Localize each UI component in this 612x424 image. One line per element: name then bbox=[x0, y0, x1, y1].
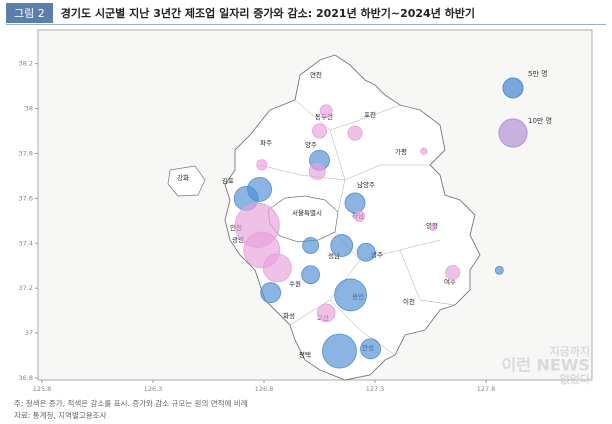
bubble bbox=[260, 282, 282, 304]
province-outline bbox=[224, 54, 481, 381]
y-tick-label: 37 bbox=[25, 329, 33, 337]
y-tick-label: 37.6 bbox=[19, 194, 33, 202]
bubble bbox=[312, 123, 327, 139]
figure-label: 그림 2 bbox=[6, 3, 53, 23]
bubble bbox=[256, 159, 268, 171]
place-label: 파주 bbox=[260, 138, 272, 147]
place-label: 강화 bbox=[177, 173, 189, 182]
bubble bbox=[360, 338, 381, 360]
place-label: 여주 bbox=[444, 277, 456, 286]
bubble bbox=[353, 210, 365, 222]
y-tick-label: 38 bbox=[25, 105, 33, 113]
ganghwa-outline bbox=[167, 165, 206, 197]
bubble bbox=[301, 265, 320, 285]
place-label: 평택 bbox=[299, 350, 311, 359]
bubble bbox=[429, 224, 437, 232]
bubble bbox=[334, 278, 367, 312]
bubble bbox=[494, 265, 504, 275]
bubble bbox=[262, 253, 292, 283]
legend-label: 5만 명 bbox=[528, 69, 548, 78]
title: 경기도 시군별 지난 3년간 제조업 일자리 증가와 감소: 2021년 하반기… bbox=[60, 7, 476, 20]
bubble bbox=[356, 242, 376, 262]
place-label: 연천 bbox=[310, 70, 322, 79]
x-tick-label: 127.3 bbox=[366, 385, 385, 393]
place-label: 성남 bbox=[328, 251, 340, 260]
note: 주: 청색은 증가, 적색은 감소를 표시. 증가와 감소 규모는 원의 면적에… bbox=[14, 399, 248, 408]
place-label: 가평 bbox=[395, 147, 407, 156]
bubble bbox=[445, 265, 461, 280]
x-tick-label: 126.3 bbox=[144, 385, 163, 393]
legend-label: 10만 명 bbox=[528, 116, 552, 125]
bubble bbox=[308, 163, 326, 180]
bubble bbox=[322, 333, 357, 369]
x-tick-label: 125.8 bbox=[33, 385, 52, 393]
header-rule bbox=[6, 24, 606, 25]
y-tick-label: 37.8 bbox=[19, 149, 33, 157]
y-tick-label: 37.4 bbox=[19, 239, 33, 247]
y-tick-label: 37.2 bbox=[19, 284, 33, 292]
watermark: 없었다 bbox=[560, 372, 591, 386]
bubble bbox=[316, 303, 336, 323]
legend-bubble bbox=[498, 118, 528, 148]
place-label: 포천 bbox=[364, 110, 376, 119]
watermark: 이런 NEWS bbox=[501, 356, 590, 375]
legend-bubble bbox=[502, 77, 524, 99]
x-tick-label: 126.8 bbox=[255, 385, 274, 393]
place-label: 김포 bbox=[222, 177, 234, 185]
place-label: 양주 bbox=[305, 141, 317, 149]
place-label: 화성 bbox=[283, 311, 295, 320]
place-label: 서울특별시 bbox=[292, 208, 322, 217]
place-label: 광주 bbox=[371, 251, 383, 259]
bubble bbox=[347, 125, 363, 141]
bubble bbox=[319, 104, 333, 118]
place-label: 광명 bbox=[232, 235, 244, 244]
place-label: 수원 bbox=[289, 279, 301, 288]
bubble bbox=[330, 234, 354, 257]
source: 자료: 통계청, 지역별고용조사 bbox=[14, 411, 107, 420]
district-borders bbox=[259, 99, 456, 356]
place-label: 이천 bbox=[403, 297, 415, 306]
watermark: 지금까지 bbox=[550, 344, 590, 358]
header: 그림 2 경기도 시군별 지난 3년간 제조업 일자리 증가와 감소: 2021… bbox=[6, 3, 476, 23]
place-label: 남양주 bbox=[357, 180, 375, 189]
x-tick-label: 127.8 bbox=[477, 385, 496, 393]
bubble bbox=[420, 147, 428, 155]
y-tick-label: 38.2 bbox=[19, 60, 33, 68]
bubble bbox=[302, 237, 320, 254]
bubble bbox=[344, 192, 366, 214]
y-tick-label: 36.8 bbox=[19, 374, 33, 382]
